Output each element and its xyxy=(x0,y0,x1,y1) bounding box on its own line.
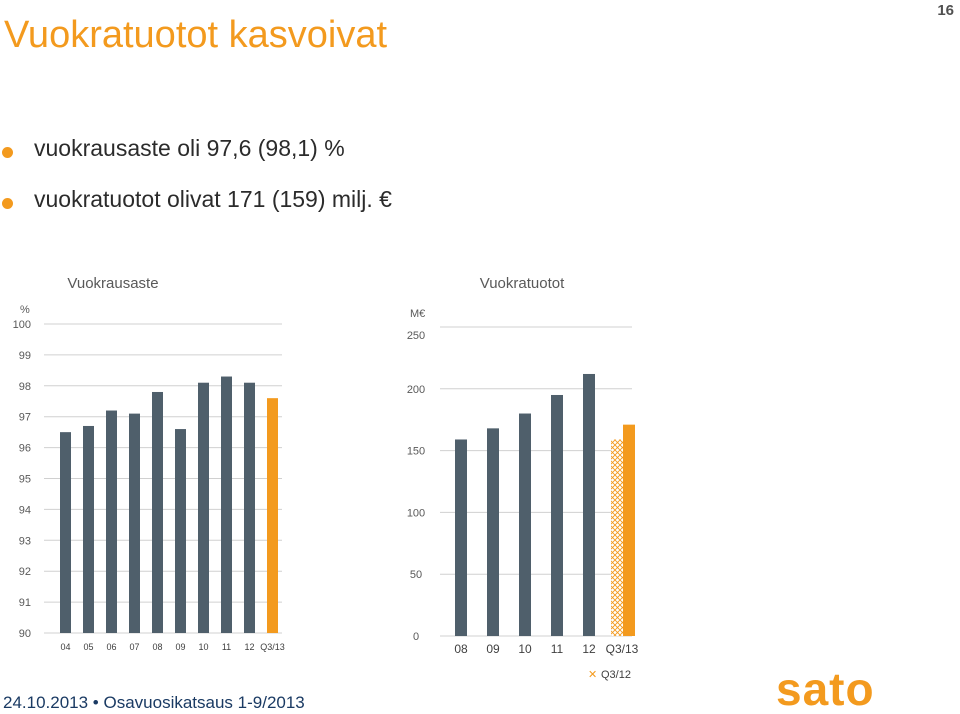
x-tick-label: 11 xyxy=(222,642,231,652)
bullet-dot-icon xyxy=(2,198,13,209)
x-tick-label: 05 xyxy=(83,642,93,652)
x-tick-label: 10 xyxy=(198,642,208,652)
bar xyxy=(221,376,232,633)
y-tick-label: 250 xyxy=(407,330,425,342)
x-tick-label: 06 xyxy=(106,642,116,652)
legend-marker-icon: ✕ xyxy=(588,669,597,681)
bar xyxy=(60,432,71,633)
y-tick-label: 92 xyxy=(19,566,31,578)
y-tick-label: 0 xyxy=(413,631,419,643)
bar xyxy=(106,410,117,633)
y-tick-label: 200 xyxy=(407,384,425,396)
bar xyxy=(455,439,467,636)
y-tick-label: 100 xyxy=(407,507,425,519)
x-tick-label: Q3/13 xyxy=(260,642,285,652)
bar xyxy=(519,413,531,636)
y-axis-unit: % xyxy=(20,304,30,316)
bar-highlight xyxy=(267,398,278,633)
x-tick-label: 12 xyxy=(582,642,596,656)
x-tick-label: Q3/13 xyxy=(606,642,639,656)
chart-title: Vuokrausaste xyxy=(67,275,158,292)
bar-highlight xyxy=(623,424,635,636)
y-tick-label: 94 xyxy=(19,504,31,516)
y-tick-label: 91 xyxy=(19,597,31,609)
x-tick-label: 11 xyxy=(551,642,564,656)
bullet-text: vuokratuotot olivat 171 (159) milj. € xyxy=(34,186,392,212)
x-tick-label: 09 xyxy=(175,642,185,652)
bullet-dot-icon xyxy=(2,147,13,158)
y-tick-label: 100 xyxy=(13,319,31,331)
y-axis-unit: M€ xyxy=(410,308,425,320)
y-tick-label: 97 xyxy=(19,412,31,424)
y-tick-label: 90 xyxy=(19,628,31,640)
bar xyxy=(152,391,163,633)
y-tick-label: 98 xyxy=(19,381,31,393)
bar xyxy=(129,413,140,633)
x-tick-label: 04 xyxy=(60,642,70,652)
x-tick-label: 08 xyxy=(454,642,468,656)
x-tick-label: 08 xyxy=(152,642,162,652)
page-number: 16 xyxy=(937,2,954,19)
slide-title: Vuokratuotot kasvoivat xyxy=(4,14,388,56)
x-tick-label: 10 xyxy=(518,642,532,656)
bar xyxy=(83,425,94,633)
bar xyxy=(487,428,499,636)
occupancy-chart: Vuokrausaste% 100 99 98 97 96 95 94 93 92 91 90 04 05… xyxy=(13,275,285,652)
y-tick-label: 99 xyxy=(19,350,31,362)
rental-income-chart: Vuokratuotot M€ 250 200 150 100 50 0 08 09 10 11 12 Q… xyxy=(407,275,639,681)
bar xyxy=(175,429,186,633)
svg-text:sato: sato xyxy=(776,669,875,711)
bullet-text: vuokrausaste oli 97,6 (98,1) % xyxy=(34,135,345,161)
x-tick-label: 12 xyxy=(244,642,254,652)
bar xyxy=(583,373,595,636)
bar xyxy=(551,394,563,636)
y-tick-label: 95 xyxy=(19,474,31,486)
y-tick-label: 50 xyxy=(410,569,422,581)
y-tick-label: 150 xyxy=(407,446,425,458)
bar xyxy=(198,382,209,633)
x-tick-label: 07 xyxy=(129,642,139,652)
footer-text: 24.10.2013 • Osavuosikatsaus 1-9/2013 xyxy=(3,693,305,712)
sato-logo: sato xyxy=(776,669,875,711)
chart-title: Vuokratuotot xyxy=(480,275,565,292)
legend-label: Q3/12 xyxy=(601,669,631,681)
y-tick-label: 93 xyxy=(19,535,31,547)
y-tick-label: 96 xyxy=(19,443,31,455)
bar xyxy=(244,382,255,633)
bar-comparison xyxy=(611,439,623,636)
x-tick-label: 09 xyxy=(486,642,500,656)
